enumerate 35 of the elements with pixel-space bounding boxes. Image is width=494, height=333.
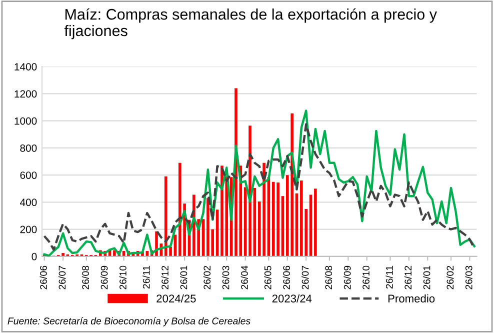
- x-tick-label: 26/03: [222, 266, 230, 290]
- y-tick-label: 1000: [14, 117, 37, 125]
- y-tick-label: 600: [20, 172, 37, 179]
- legend-label: Promedio: [388, 294, 435, 302]
- x-tick-label: 26/08: [324, 266, 332, 290]
- y-tick-label: 200: [20, 226, 37, 234]
- x-tick-label: 26/07: [302, 266, 309, 290]
- x-tick-label: 26/06: [282, 266, 290, 290]
- x-tick-label: 26/03: [465, 266, 472, 290]
- y-tick-label: 400: [20, 198, 37, 206]
- x-tick-label: 26/02: [446, 266, 454, 290]
- x-tick-label: 26/01: [423, 266, 430, 290]
- legend-label: 2024/25: [156, 294, 196, 302]
- x-tick-label: 26/09: [100, 266, 108, 290]
- x-tick-label: 26/12: [161, 266, 168, 290]
- x-tick-label: 26/06: [40, 266, 47, 290]
- x-tick-label: 26/09: [344, 266, 351, 290]
- x-tick-label: 26/08: [82, 266, 90, 290]
- chart-title: Maíz: Compras semanales de la exportación a precio y fijaciones: [64, 8, 437, 40]
- y-tick-label: 1200: [14, 90, 37, 98]
- x-tick-label: 26/11: [142, 266, 150, 289]
- x-tick-label: 26/11: [386, 266, 393, 289]
- x-tick-label: 26/12: [404, 266, 412, 290]
- x-tick-label: 26/05: [264, 266, 272, 290]
- y-tick-label: 0: [32, 252, 37, 260]
- y-tick-label: 1400: [14, 63, 37, 70]
- x-tick-label: 26/01: [180, 266, 188, 290]
- x-tick-label: 26/10: [119, 266, 126, 290]
- source-note: Fuente: Secretaría de Bioeconomía y Bolsa de Cereales: [8, 317, 250, 326]
- y-tick-label: 800: [20, 144, 37, 152]
- legend-label: 2023/24: [272, 294, 312, 302]
- x-tick-label: 26/04: [240, 266, 248, 290]
- x-tick-label: 26/10: [362, 266, 370, 290]
- x-tick-label: 26/07: [58, 266, 66, 290]
- x-tick-label: 26/02: [203, 266, 211, 290]
